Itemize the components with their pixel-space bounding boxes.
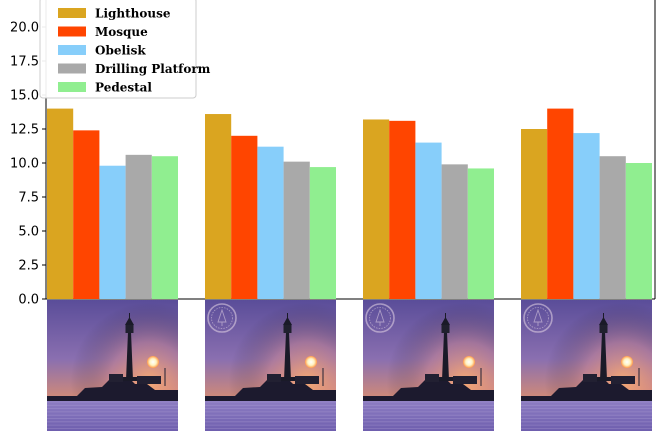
sun	[463, 356, 475, 368]
bar-lighthouse	[205, 114, 232, 299]
bars	[47, 108, 652, 299]
y-tick-label: 20.0	[10, 21, 39, 36]
lighthouse-tower	[600, 332, 607, 380]
bar-obelisk	[99, 165, 126, 299]
sun	[305, 356, 317, 368]
legend-swatch	[58, 45, 86, 55]
island-silhouette	[47, 380, 178, 401]
legend-entry-label: Pedestal	[95, 81, 152, 95]
bar-drilling-platform	[283, 161, 310, 299]
bar-drilling-platform	[125, 154, 152, 299]
legend-swatch	[58, 8, 86, 18]
bar-pedestal	[625, 163, 652, 299]
lighthouse-scene-image	[205, 300, 336, 431]
bar-mosque	[389, 120, 416, 299]
bar-lighthouse	[47, 108, 74, 299]
watermark-seal	[523, 303, 553, 333]
island-silhouette	[205, 380, 336, 401]
sun	[621, 356, 633, 368]
y-tick-label: 7.5	[18, 191, 39, 206]
bar-lighthouse	[521, 129, 548, 299]
bar-mosque	[73, 130, 100, 299]
y-tick-label: 15.0	[10, 89, 39, 104]
lighthouse-scene-image	[363, 300, 494, 431]
bar-pedestal	[467, 168, 494, 299]
y-tick-label: 12.5	[10, 123, 39, 138]
bar-obelisk	[573, 133, 600, 299]
lighthouse-tower	[284, 332, 291, 380]
island-silhouette	[521, 380, 652, 401]
legend-entry-label: Lighthouse	[95, 7, 171, 21]
sun	[147, 356, 159, 368]
legend-swatch	[58, 63, 86, 74]
bar-drilling-platform	[441, 164, 468, 299]
watermark-seal	[207, 303, 237, 333]
lighthouse-tower	[442, 332, 449, 380]
bar-pedestal	[309, 167, 336, 299]
y-tick-label: 5.0	[18, 225, 39, 240]
bar-mosque	[547, 108, 574, 299]
lighthouse-tower	[126, 332, 133, 380]
y-tick-label: 0.0	[18, 293, 39, 308]
bar-obelisk	[257, 146, 284, 299]
lighthouse-scene-image	[521, 300, 652, 431]
legend-entry-label: Drilling Platform	[95, 62, 211, 76]
bar-obelisk	[415, 142, 442, 299]
y-tick-label: 10.0	[10, 157, 39, 172]
legend-swatch	[58, 82, 86, 92]
lighthouse-scene-image	[47, 300, 178, 431]
y-tick-label: 2.5	[18, 259, 39, 274]
bar-mosque	[231, 135, 258, 299]
island-silhouette	[363, 380, 494, 401]
legend-entry-label: Mosque	[95, 25, 148, 39]
bar-drilling-platform	[599, 156, 626, 299]
bar-pedestal	[151, 156, 178, 299]
legend-swatch	[58, 26, 86, 37]
legend-entry-label: Obelisk	[95, 44, 146, 58]
y-tick-label: 17.5	[10, 55, 39, 70]
watermark-seal	[365, 303, 395, 333]
bar-lighthouse	[363, 119, 390, 299]
legend: Lighthouse Mosque Obelisk Drilling Platform…	[39, 0, 211, 99]
scene-images	[47, 300, 652, 431]
